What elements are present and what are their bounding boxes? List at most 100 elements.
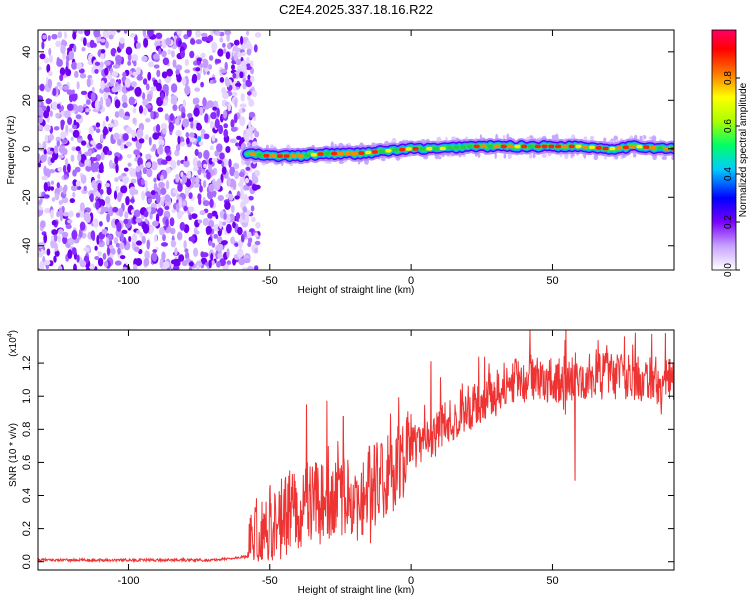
noise-speckle <box>162 57 170 66</box>
noise-speckle <box>207 34 214 42</box>
halo-speckle <box>589 135 595 141</box>
noise-speckle <box>206 100 214 108</box>
noise-speckle <box>106 213 110 223</box>
noise-speckle <box>50 235 55 242</box>
noise-speckle <box>38 101 42 106</box>
noise-speckle <box>133 209 141 218</box>
noise-speckle <box>153 79 158 87</box>
noise-speckle <box>223 123 228 129</box>
noise-speckle <box>181 112 186 119</box>
signal-core-blob <box>650 145 657 150</box>
noise-speckle <box>103 87 111 93</box>
noise-speckle <box>138 105 144 114</box>
noise-speckle <box>67 249 73 260</box>
noise-speckle <box>209 120 215 129</box>
noise-speckle <box>231 91 238 97</box>
signal-core-blob <box>385 148 392 153</box>
noise-speckle <box>217 195 224 201</box>
noise-speckle <box>53 126 60 131</box>
noise-speckle <box>158 181 165 189</box>
noise-speckle <box>160 159 168 165</box>
noise-speckle <box>128 96 135 106</box>
noise-speckle <box>232 257 237 266</box>
noise-speckle <box>133 60 137 67</box>
noise-speckle <box>241 211 246 220</box>
noise-speckle <box>184 248 189 253</box>
noise-speckle <box>210 30 214 36</box>
noise-speckle <box>222 91 229 100</box>
noise-speckle <box>57 31 63 39</box>
signal-core-blob <box>602 146 609 151</box>
noise-speckle <box>233 39 240 46</box>
noise-speckle <box>105 40 109 49</box>
noise-speckle <box>38 66 42 71</box>
noise-speckle <box>153 177 157 183</box>
noise-speckle <box>250 126 255 131</box>
noise-speckle <box>145 118 151 123</box>
noise-speckle <box>233 170 240 180</box>
noise-speckle <box>80 174 87 184</box>
noise-speckle <box>186 170 192 179</box>
noise-speckle <box>200 134 205 140</box>
noise-speckle <box>228 193 234 201</box>
noise-speckle <box>210 112 217 120</box>
noise-speckle <box>166 68 174 77</box>
noise-speckle <box>131 129 136 139</box>
noise-speckle <box>69 198 76 204</box>
noise-speckle <box>71 146 77 151</box>
noise-speckle <box>39 260 45 270</box>
noise-speckle <box>230 119 235 128</box>
noise-speckle <box>38 209 43 217</box>
noise-speckle <box>146 168 153 178</box>
noise-speckle <box>79 260 87 268</box>
noise-speckle <box>245 166 251 171</box>
noise-speckle <box>224 158 228 167</box>
noise-speckle <box>78 228 83 238</box>
noise-speckle <box>197 151 203 159</box>
noise-speckle <box>61 196 69 204</box>
noise-speckle <box>77 105 84 113</box>
noise-speckle <box>244 257 251 264</box>
noise-speckle <box>119 37 125 44</box>
noise-speckle <box>115 185 119 192</box>
noise-speckle <box>212 42 216 51</box>
noise-speckle <box>100 96 104 106</box>
noise-speckle <box>131 81 137 88</box>
noise-speckle <box>152 143 157 151</box>
noise-speckle <box>94 100 100 110</box>
halo-speckle <box>338 161 344 164</box>
signal-core-blob <box>487 144 494 149</box>
noise-speckle <box>142 167 148 175</box>
noise-speckle <box>66 89 73 95</box>
noise-speckle <box>172 265 180 270</box>
noise-speckle <box>158 139 165 146</box>
noise-speckle <box>73 119 77 126</box>
signal-core-blob <box>521 144 528 149</box>
noise-speckle <box>158 144 163 154</box>
noise-speckle <box>52 87 57 97</box>
noise-speckle <box>114 111 120 118</box>
noise-speckle <box>168 121 174 132</box>
noise-speckle <box>221 221 227 226</box>
noise-speckle <box>148 61 154 68</box>
noise-speckle <box>44 57 49 64</box>
noise-speckle <box>190 121 194 129</box>
noise-speckle <box>178 115 183 121</box>
halo-speckle <box>661 155 667 160</box>
noise-speckle <box>169 217 175 227</box>
noise-speckle <box>158 135 163 141</box>
noise-speckle <box>104 60 111 66</box>
noise-speckle <box>135 165 141 173</box>
noise-speckle <box>123 186 127 192</box>
noise-speckle <box>240 185 244 192</box>
signal-core-blob <box>426 147 433 151</box>
noise-speckle <box>223 128 229 138</box>
noise-speckle <box>96 234 100 245</box>
noise-speckle <box>243 230 247 238</box>
snr-x-tick-label: 50 <box>546 575 558 587</box>
signal-core-blob <box>622 145 629 150</box>
noise-speckle <box>59 67 66 76</box>
noise-speckle <box>50 157 55 163</box>
noise-speckle <box>207 190 214 200</box>
spectrogram-x-tick-label: 50 <box>546 275 558 287</box>
